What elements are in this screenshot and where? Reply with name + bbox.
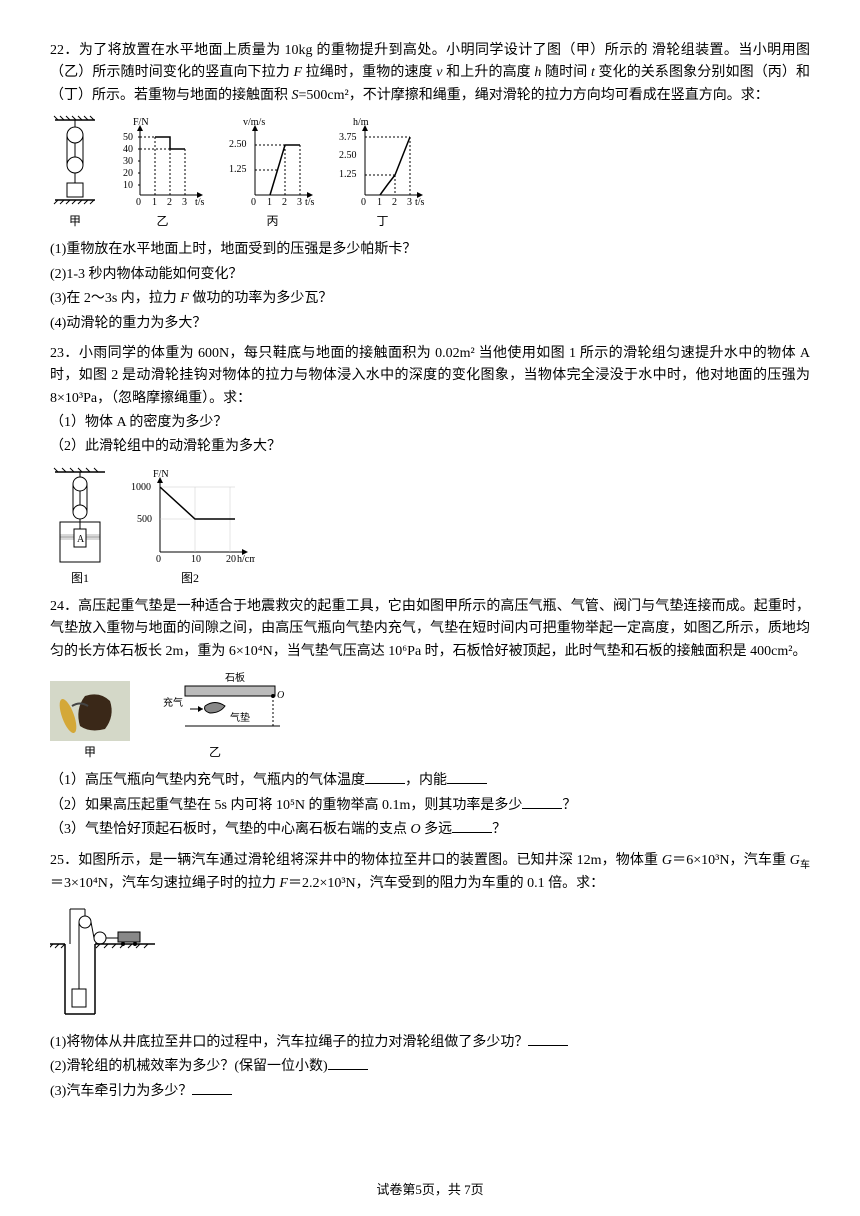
svg-text:F/N: F/N [153, 469, 169, 480]
q25-figures [50, 904, 810, 1024]
label-yi: 乙 [156, 212, 168, 231]
svg-text:3: 3 [182, 197, 187, 208]
svg-text:t/s: t/s [195, 197, 205, 208]
q22-text: 22．为了将放置在水平地面上质量为 10kg 的重物提升到高处。小明同学设计了图… [50, 40, 810, 107]
q23-sub1: （1）物体 A 的密度为多少？ [50, 412, 810, 434]
svg-text:0: 0 [136, 197, 141, 208]
q24-sub3: （3）气垫恰好顶起石板时，气垫的中心离石板右端的支点 O 多远？ [50, 819, 810, 841]
var-S: S [292, 88, 299, 103]
svg-text:1: 1 [152, 197, 157, 208]
blank-6 [328, 1056, 368, 1070]
svg-text:0: 0 [251, 197, 256, 208]
svg-text:2.50: 2.50 [339, 150, 357, 161]
q23-label2: 图2 [181, 569, 199, 588]
svg-text:20: 20 [226, 554, 236, 565]
q23-number: 23 [50, 346, 64, 361]
q22-number: 22 [50, 43, 64, 58]
blank-2 [447, 770, 487, 784]
q24-text: 24．高压起重气垫是一种适合于地震救灾的起重工具，它由如图甲所示的高压气瓶、气管… [50, 596, 810, 663]
q22-figures: 甲 F/N 50 40 30 20 10 0 1 2 3 t/s [50, 115, 810, 231]
pulley-diagram-1: A 图1 [50, 467, 110, 588]
svg-text:h/m: h/m [353, 117, 369, 128]
svg-text:A: A [77, 534, 85, 545]
svg-text:2: 2 [167, 197, 172, 208]
chart-yi: F/N 50 40 30 20 10 0 1 2 3 t/s [115, 115, 210, 231]
svg-text:3: 3 [297, 197, 302, 208]
svg-text:0: 0 [156, 554, 161, 565]
q22-sub3: (3)在 2～3s 内，拉力 F 做功的功率为多少瓦？ [50, 288, 810, 310]
svg-text:0: 0 [361, 197, 366, 208]
svg-text:F/N: F/N [133, 117, 149, 128]
svg-text:2.50: 2.50 [229, 139, 247, 150]
svg-text:40: 40 [123, 144, 133, 155]
svg-text:1: 1 [377, 197, 382, 208]
chart-ding: h/m 3.75 2.50 1.25 0 1 2 3 t/s 丁 [335, 115, 430, 231]
question-22: 22．为了将放置在水平地面上质量为 10kg 的重物提升到高处。小明同学设计了图… [50, 40, 810, 335]
q25-sub1: (1)将物体从井底拉至井口的过程中，汽车拉绳子的拉力对滑轮组做了多少功？ [50, 1032, 810, 1054]
chart-bing: v/m/s 2.50 1.25 0 1 2 3 t/s 丙 [225, 115, 320, 231]
blank-5 [528, 1032, 568, 1046]
svg-text:石板: 石板 [225, 671, 245, 684]
svg-text:3: 3 [407, 197, 412, 208]
q24-label-yi: 乙 [209, 743, 221, 762]
question-24: 24．高压起重气垫是一种适合于地震救灾的起重工具，它由如图甲所示的高压气瓶、气管… [50, 596, 810, 842]
label-ding: 丁 [376, 212, 388, 231]
q25-text: 25．如图所示，是一辆汽车通过滑轮组将深井中的物体拉至井口的装置图。已知井深 1… [50, 850, 810, 896]
svg-text:t/s: t/s [415, 197, 425, 208]
svg-text:O: O [277, 690, 284, 701]
svg-text:10: 10 [191, 554, 201, 565]
var-F: F [294, 65, 303, 80]
q22-sub1: (1)重物放在水平地面上时，地面受到的压强是多少帕斯卡？ [50, 239, 810, 261]
q23-text: 23．小雨同学的体重为 600N，每只鞋底与地面的接触面积为 0.02m² 当他… [50, 343, 810, 410]
q23-label1: 图1 [71, 569, 89, 588]
q25-number: 25 [50, 853, 64, 868]
svg-text:t/s: t/s [305, 197, 315, 208]
svg-text:500: 500 [137, 514, 152, 525]
blank-4 [452, 819, 492, 833]
q22-sub4: (4)动滑轮的重力为多大？ [50, 313, 810, 335]
svg-text:1.25: 1.25 [229, 164, 247, 175]
label-jia: 甲 [69, 212, 81, 231]
q25-sub3: (3)汽车牵引力为多少？ [50, 1081, 810, 1103]
q24-label-jia: 甲 [84, 743, 96, 762]
blank-3 [522, 795, 562, 809]
q23-figures: A 图1 F/N 1000 500 0 10 20 h/cm [50, 467, 810, 588]
well-diagram [50, 904, 160, 1024]
question-25: 25．如图所示，是一辆汽车通过滑轮组将深井中的物体拉至井口的装置图。已知井深 1… [50, 850, 810, 1103]
svg-text:h/cm: h/cm [237, 554, 255, 565]
diagram-yi: 石板 充气 气垫 O 乙 [145, 671, 285, 762]
q23-sub2: （2）此滑轮组中的动滑轮重为多大？ [50, 436, 810, 458]
svg-text:1: 1 [267, 197, 272, 208]
pulley-diagram-jia: 甲 [50, 115, 100, 231]
q22-sub2: (2)1-3 秒内物体动能如何变化？ [50, 264, 810, 286]
svg-text:v/m/s: v/m/s [243, 117, 265, 128]
svg-text:2: 2 [282, 197, 287, 208]
svg-text:20: 20 [123, 168, 133, 179]
svg-text:1.25: 1.25 [339, 169, 357, 180]
chart-q23: F/N 1000 500 0 10 20 h/cm 图2 [125, 467, 255, 588]
svg-text:50: 50 [123, 132, 133, 143]
page-footer: 试卷第5页，共 7页 [0, 1180, 860, 1201]
blank-7 [192, 1081, 232, 1095]
question-23: 23．小雨同学的体重为 600N，每只鞋底与地面的接触面积为 0.02m² 当他… [50, 343, 810, 588]
label-bing: 丙 [266, 212, 278, 231]
svg-text:2: 2 [392, 197, 397, 208]
svg-text:3.75: 3.75 [339, 132, 357, 143]
q24-figures: 甲 石板 充气 气垫 O 乙 [50, 671, 810, 762]
svg-text:10: 10 [123, 180, 133, 191]
blank-1 [365, 770, 405, 784]
svg-text:1000: 1000 [131, 482, 151, 493]
q24-sub1: （1）高压气瓶向气垫内充气时，气瓶内的气体温度，内能 [50, 770, 810, 792]
svg-text:气垫: 气垫 [230, 711, 250, 724]
photo-jia: 甲 [50, 681, 130, 762]
svg-text:30: 30 [123, 156, 133, 167]
svg-text:充气: 充气 [163, 696, 183, 709]
q25-sub2: (2)滑轮组的机械效率为多少？(保留一位小数) [50, 1056, 810, 1078]
q24-sub2: （2）如果高压起重气垫在 5s 内可将 10⁵N 的重物举高 0.1m，则其功率… [50, 795, 810, 817]
q24-number: 24 [50, 599, 64, 614]
